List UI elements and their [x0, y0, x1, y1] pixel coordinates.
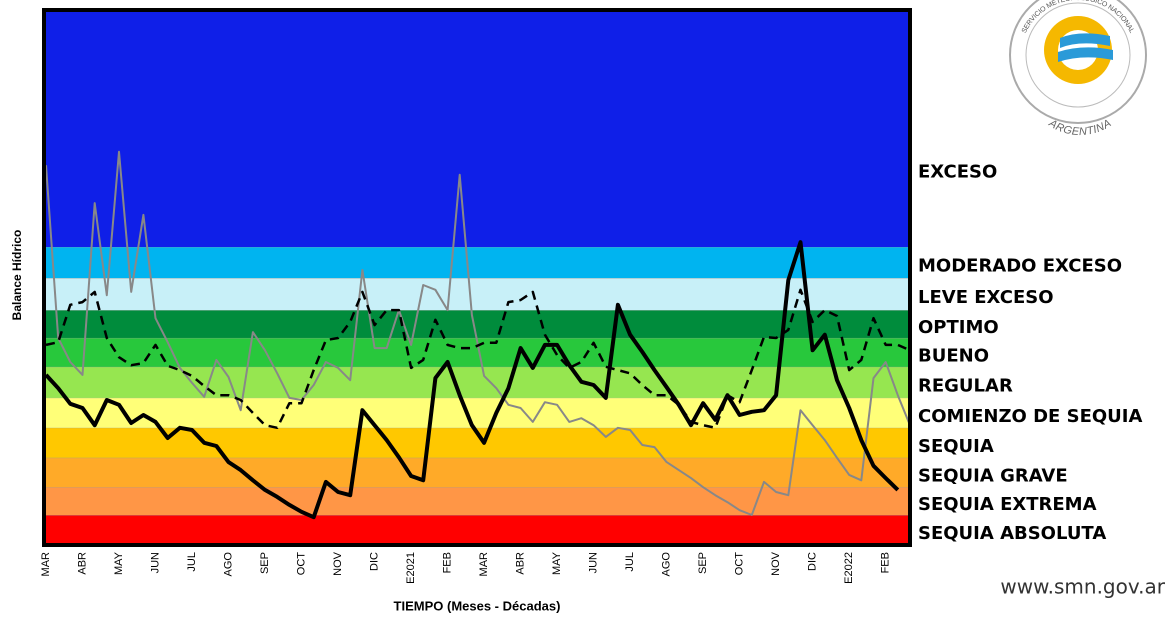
x-tick-label: OCT [734, 552, 746, 576]
band [44, 457, 910, 488]
x-tick-label: JUN [149, 552, 161, 573]
logo: SERVICIO METEOROLOGICO NACIONAL ARGENTIN… [1009, 0, 1147, 138]
y-axis-label: Balance Hídrico [10, 230, 24, 321]
x-tick-label: ABR [514, 552, 526, 575]
band-label: COMIENZO DE SEQUIA [918, 406, 1142, 427]
x-tick-label: JUL [624, 552, 636, 572]
series-line [45, 288, 911, 430]
band [44, 487, 910, 516]
x-tick-label: DIC [368, 552, 380, 571]
x-tick-label: MAY [551, 551, 563, 575]
band [44, 397, 910, 428]
band-label: EXCESO [918, 162, 997, 183]
band [44, 247, 910, 279]
x-tick-label: FEB [880, 552, 892, 573]
plot: SEQUIA ABSOLUTA SEQUIA EXTREMA SEQUIA GRAV… [40, 8, 1142, 584]
band [44, 10, 910, 248]
x-tick-label: DIC [807, 552, 819, 571]
x-tick-label: AGO [222, 552, 234, 577]
band [44, 366, 910, 398]
band-label: MODERADO EXCESO [918, 256, 1122, 277]
plot-frame [42, 8, 912, 547]
logo-inner-ring [1025, 2, 1131, 108]
x-tick-label: ABR [76, 552, 88, 575]
x-tick-label: MAY [113, 551, 125, 575]
x-tick-label: MAR [478, 552, 490, 577]
series-line [44, 240, 900, 520]
band [44, 278, 910, 311]
band [44, 515, 910, 545]
band-label: REGULAR [918, 375, 1013, 396]
band-label: SEQUIA ABSOLUTA [918, 523, 1106, 544]
x-tick-label: JUN [588, 552, 600, 573]
x-tick-label: MAR [40, 552, 52, 577]
x-tick-label: AGO [661, 552, 673, 577]
x-axis-label: TIEMPO (Meses - Décadas) [394, 598, 561, 613]
x-tick-label: E2021 [405, 552, 417, 584]
x-tick-label: SEP [259, 552, 271, 574]
band-label: SEQUIA GRAVE [918, 466, 1068, 487]
band-label: SEQUIA [918, 436, 994, 457]
band-label: OPTIMO [918, 317, 999, 338]
band [44, 310, 910, 338]
band-label: SEQUIA EXTREMA [918, 494, 1097, 515]
logo-waves [1058, 33, 1113, 62]
x-tick-label: E2022 [843, 552, 855, 584]
band-label: LEVE EXCESO [918, 287, 1054, 308]
x-tick-label: NOV [332, 551, 344, 576]
x-tick-label: JUL [186, 552, 198, 572]
x-tick-label: SEP [697, 552, 709, 574]
x-tick-label: NOV [770, 551, 782, 576]
x-tick-label: FEB [441, 552, 453, 573]
band-label: BUENO [918, 345, 989, 366]
source: www.smn.gov.ar [1000, 575, 1165, 599]
x-tick-label: OCT [295, 552, 307, 576]
